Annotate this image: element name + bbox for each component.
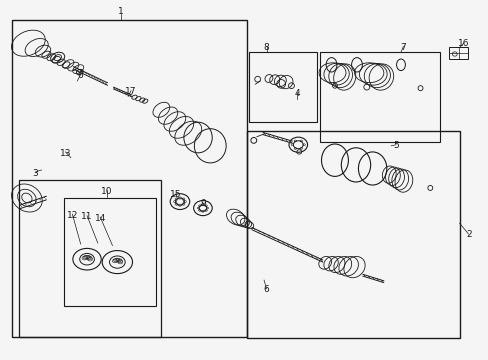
Bar	[246, 131, 459, 338]
Text: 8: 8	[263, 43, 269, 52]
Text: 1: 1	[118, 7, 124, 16]
Text: 10: 10	[101, 187, 112, 196]
Text: 6: 6	[263, 285, 269, 294]
Bar	[63, 198, 156, 306]
Text: 14: 14	[94, 213, 106, 222]
Text: 13: 13	[60, 149, 71, 158]
Text: 15: 15	[170, 190, 182, 199]
Text: 6: 6	[78, 71, 83, 80]
Text: 9: 9	[200, 199, 205, 208]
Text: 12: 12	[66, 211, 78, 220]
Text: 16: 16	[457, 40, 468, 49]
Text: 3: 3	[32, 169, 38, 178]
Bar	[12, 20, 246, 337]
Bar	[249, 52, 316, 122]
Text: 5: 5	[392, 141, 398, 150]
Text: 4: 4	[294, 89, 300, 98]
Text: 11: 11	[81, 212, 93, 221]
Bar	[448, 47, 468, 59]
Bar	[19, 180, 161, 337]
Bar	[320, 52, 439, 142]
Text: 7: 7	[400, 43, 406, 52]
Text: 17: 17	[125, 87, 137, 96]
Text: 2: 2	[466, 230, 471, 239]
